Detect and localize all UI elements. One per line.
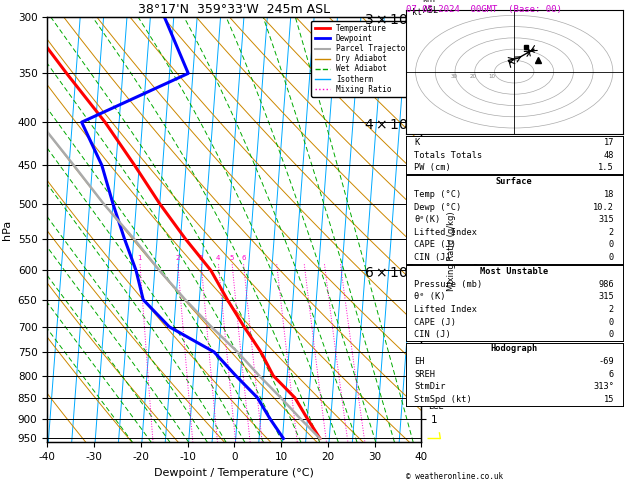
Text: 30: 30	[451, 74, 458, 79]
Text: 315: 315	[598, 293, 614, 301]
Text: Hodograph: Hodograph	[491, 345, 538, 353]
Text: 07.05.2024  00GMT  (Base: 00): 07.05.2024 00GMT (Base: 00)	[406, 5, 562, 14]
Text: CAPE (J): CAPE (J)	[415, 318, 457, 327]
Y-axis label: hPa: hPa	[2, 220, 12, 240]
Text: LCL: LCL	[428, 402, 443, 411]
Text: 18: 18	[604, 190, 614, 199]
Text: Lifted Index: Lifted Index	[415, 228, 477, 237]
Text: 10: 10	[489, 74, 496, 79]
Text: StmDir: StmDir	[415, 382, 446, 391]
Text: Lifted Index: Lifted Index	[415, 305, 477, 314]
Text: Totals Totals: Totals Totals	[415, 151, 482, 159]
Text: Pressure (mb): Pressure (mb)	[415, 280, 482, 289]
Text: Surface: Surface	[496, 177, 533, 186]
Text: kt: kt	[411, 8, 421, 17]
Text: 0: 0	[609, 318, 614, 327]
Text: 313°: 313°	[593, 382, 614, 391]
Text: 986: 986	[598, 280, 614, 289]
Text: 10.2: 10.2	[593, 203, 614, 211]
Text: Dewp (°C): Dewp (°C)	[415, 203, 462, 211]
Text: SREH: SREH	[415, 370, 435, 379]
Text: 0: 0	[609, 253, 614, 262]
Text: 3: 3	[199, 255, 203, 261]
Text: θᵉ(K): θᵉ(K)	[415, 215, 441, 224]
Text: PW (cm): PW (cm)	[415, 163, 451, 172]
Text: θᵉ (K): θᵉ (K)	[415, 293, 446, 301]
Text: 5: 5	[230, 255, 234, 261]
Text: 2: 2	[609, 305, 614, 314]
Text: -69: -69	[598, 357, 614, 366]
Text: 48: 48	[604, 151, 614, 159]
Title: 38°17'N  359°33'W  245m ASL: 38°17'N 359°33'W 245m ASL	[138, 3, 330, 16]
Text: 20: 20	[470, 74, 477, 79]
Text: CIN (J): CIN (J)	[415, 330, 451, 339]
Text: EH: EH	[415, 357, 425, 366]
Text: km
ASL: km ASL	[423, 0, 438, 15]
Text: 2: 2	[609, 228, 614, 237]
Text: Temp (°C): Temp (°C)	[415, 190, 462, 199]
Text: 315: 315	[598, 215, 614, 224]
Legend: Temperature, Dewpoint, Parcel Trajectory, Dry Adiabot, Wet Adiabot, Isotherm, Mi: Temperature, Dewpoint, Parcel Trajectory…	[311, 21, 418, 97]
Text: 0: 0	[609, 330, 614, 339]
Text: K: K	[415, 138, 420, 147]
Text: CAPE (J): CAPE (J)	[415, 241, 457, 249]
Text: 1.5: 1.5	[598, 163, 614, 172]
Text: StmSpd (kt): StmSpd (kt)	[415, 395, 472, 404]
Text: © weatheronline.co.uk: © weatheronline.co.uk	[406, 472, 503, 481]
Text: 4: 4	[216, 255, 220, 261]
X-axis label: Dewpoint / Temperature (°C): Dewpoint / Temperature (°C)	[154, 468, 314, 478]
Text: 6: 6	[609, 370, 614, 379]
Text: 17: 17	[604, 138, 614, 147]
Text: CIN (J): CIN (J)	[415, 253, 451, 262]
Text: Most Unstable: Most Unstable	[480, 267, 548, 276]
Text: 1: 1	[138, 255, 142, 261]
Text: 6: 6	[241, 255, 245, 261]
Text: 0: 0	[609, 241, 614, 249]
Text: Mixing Ratio (g/kg): Mixing Ratio (g/kg)	[447, 211, 456, 291]
Text: 2: 2	[175, 255, 180, 261]
Text: 15: 15	[604, 395, 614, 404]
